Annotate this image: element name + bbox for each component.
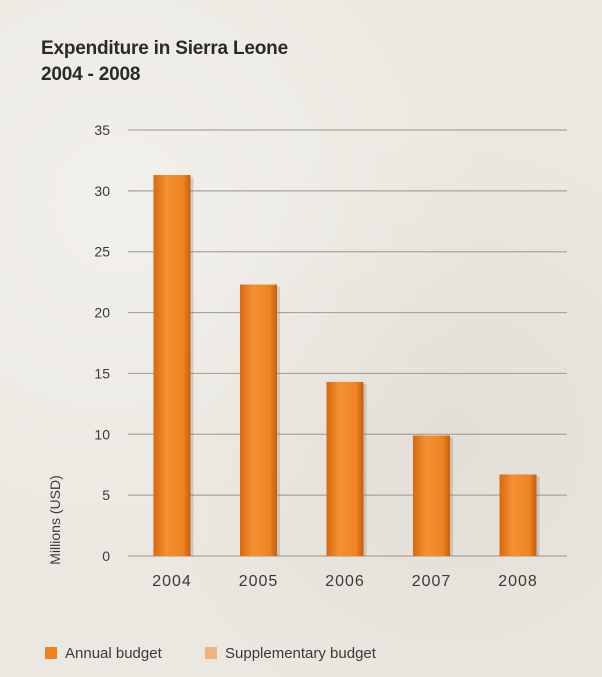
y-tick-label: 20 bbox=[94, 305, 110, 321]
legend: Annual budget Supplementary budget bbox=[45, 645, 377, 662]
x-tick-label: 2005 bbox=[239, 573, 279, 590]
x-tick-label: 2008 bbox=[498, 573, 538, 590]
x-axis-ticks: 2004 2005 2006 2007 2008 bbox=[152, 573, 538, 590]
bars bbox=[154, 175, 540, 556]
bar-annual-budget-2004 bbox=[154, 175, 191, 556]
x-tick-label: 2004 bbox=[152, 573, 192, 590]
bar-annual-budget-2007 bbox=[413, 436, 450, 556]
y-tick-label: 0 bbox=[102, 548, 110, 564]
y-tick-label: 5 bbox=[102, 487, 110, 503]
x-tick-label: 2006 bbox=[325, 573, 365, 590]
y-tick-label: 25 bbox=[94, 244, 110, 260]
y-tick-label: 15 bbox=[94, 365, 110, 381]
y-tick-label: 30 bbox=[94, 183, 110, 199]
legend-swatch bbox=[205, 647, 217, 659]
y-tick-label: 10 bbox=[94, 426, 110, 442]
legend-swatch bbox=[45, 647, 57, 659]
legend-label: Supplementary budget bbox=[225, 645, 377, 662]
bar-annual-budget-2005 bbox=[240, 285, 277, 556]
bar-annual-budget-2008 bbox=[500, 474, 537, 556]
y-axis-label: Millions (USD) bbox=[47, 475, 63, 564]
y-axis-ticks: 0 5 10 15 20 25 30 35 bbox=[94, 122, 110, 564]
bar-annual-budget-2006 bbox=[327, 382, 364, 556]
y-tick-label: 35 bbox=[94, 122, 110, 138]
x-tick-label: 2007 bbox=[412, 573, 452, 590]
legend-label: Annual budget bbox=[65, 645, 163, 662]
